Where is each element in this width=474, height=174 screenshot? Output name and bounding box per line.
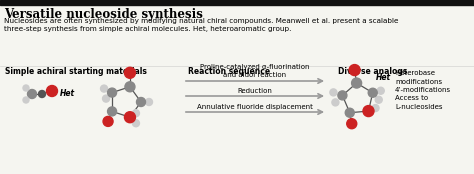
Circle shape xyxy=(347,119,357,129)
Circle shape xyxy=(349,65,360,76)
Circle shape xyxy=(102,95,109,102)
Text: Proline-catalyzed α-fluorination
and aldol reaction: Proline-catalyzed α-fluorination and ald… xyxy=(200,65,310,78)
Circle shape xyxy=(338,91,347,100)
Circle shape xyxy=(108,88,117,97)
Circle shape xyxy=(108,107,117,116)
Circle shape xyxy=(125,67,136,78)
Text: Heterobase
modifications
4’-modifications
Access to
L-nucleosides: Heterobase modifications 4’-modification… xyxy=(395,70,451,110)
Circle shape xyxy=(352,78,362,88)
Circle shape xyxy=(38,90,46,97)
Circle shape xyxy=(125,82,135,92)
Circle shape xyxy=(103,116,113,126)
Text: Reduction: Reduction xyxy=(237,88,273,94)
Circle shape xyxy=(345,108,354,117)
Text: Reaction sequence: Reaction sequence xyxy=(188,67,270,76)
Circle shape xyxy=(330,89,337,96)
Circle shape xyxy=(372,105,379,112)
Circle shape xyxy=(100,85,108,92)
Circle shape xyxy=(132,120,139,127)
Circle shape xyxy=(23,85,29,91)
Circle shape xyxy=(363,106,374,117)
Text: Diverse analogs: Diverse analogs xyxy=(338,67,407,76)
Text: Simple achiral starting materials: Simple achiral starting materials xyxy=(5,67,147,76)
Circle shape xyxy=(137,97,146,106)
Circle shape xyxy=(332,99,339,106)
Text: Het: Het xyxy=(60,89,75,97)
Circle shape xyxy=(23,97,29,103)
Text: Het: Het xyxy=(376,73,391,81)
Circle shape xyxy=(375,96,382,103)
Bar xyxy=(0,0,474,5)
Circle shape xyxy=(27,89,36,98)
Circle shape xyxy=(146,98,153,105)
Circle shape xyxy=(132,110,139,117)
Text: Annulative fluoride displacement: Annulative fluoride displacement xyxy=(197,104,313,110)
Circle shape xyxy=(377,87,384,94)
Circle shape xyxy=(125,112,136,123)
Circle shape xyxy=(368,88,377,97)
Text: Nucleosides are often synthesized by modifying natural chiral compounds. Meanwel: Nucleosides are often synthesized by mod… xyxy=(4,18,399,32)
Circle shape xyxy=(46,85,57,97)
Text: Versatile nucleoside synthesis: Versatile nucleoside synthesis xyxy=(4,8,203,21)
